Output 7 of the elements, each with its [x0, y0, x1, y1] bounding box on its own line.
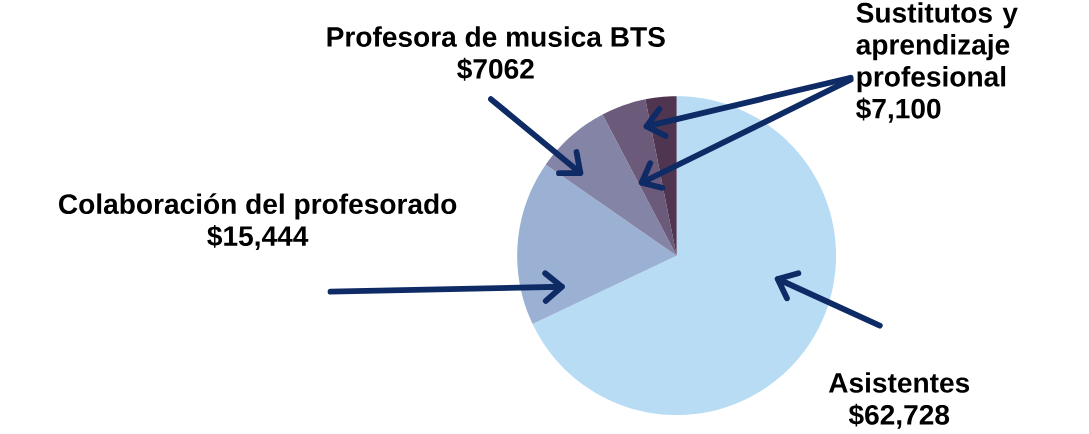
slice-label: Colaboración del profesorado	[59, 193, 457, 220]
slice-label: Asistentes	[828, 372, 970, 394]
slice-label: Profesora de musica BTS	[327, 26, 665, 48]
data-label: $62,728	[848, 403, 950, 430]
text: Sustitutos y aprendizaje profesional $7,100	[856, 2, 1018, 123]
data-label: $7062	[457, 57, 534, 81]
data-label: $15,444	[207, 225, 309, 251]
